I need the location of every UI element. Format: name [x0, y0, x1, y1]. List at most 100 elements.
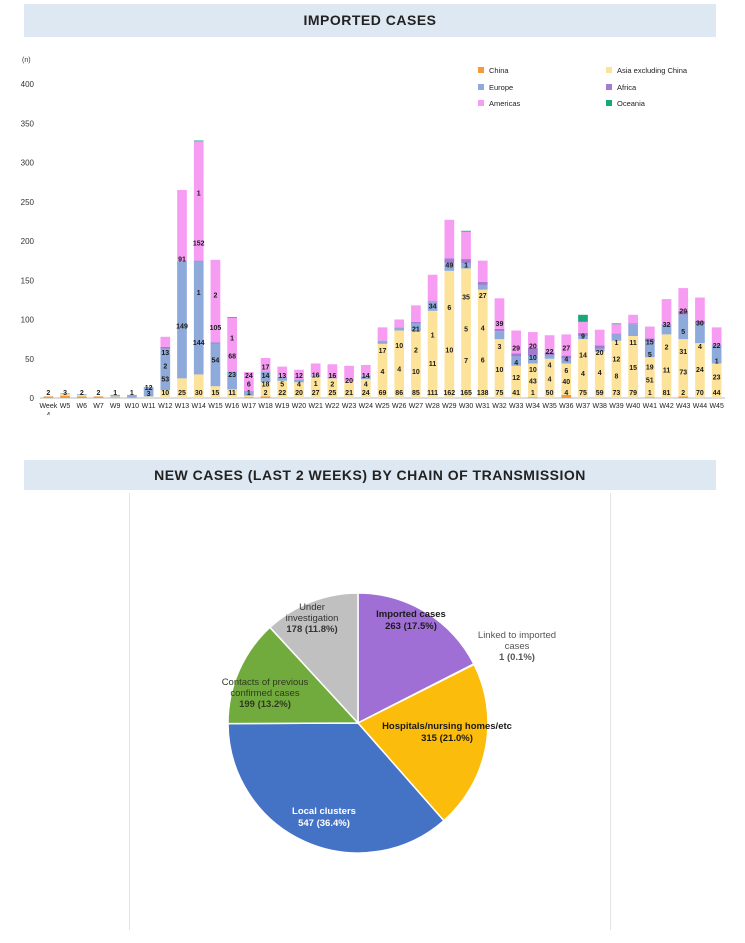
- bar-segment-china: [76, 396, 87, 398]
- bar-segment-americas: [310, 363, 321, 377]
- bar-data-label: 11: [429, 361, 437, 368]
- bar-segment-asia-excluding-china: [444, 270, 455, 398]
- bar-data-label: 19: [646, 365, 654, 372]
- x-tick-label: W39: [609, 403, 624, 410]
- bar-segment-asia-excluding-china: [661, 334, 672, 398]
- bar-data-label: 18: [262, 382, 270, 389]
- bar-data-label: 4: [297, 382, 301, 389]
- bar-segment-europe: [377, 340, 388, 344]
- x-tick-label: W36: [559, 403, 574, 410]
- bar-data-label: 15: [646, 339, 654, 346]
- x-tick-label: W37: [576, 403, 591, 410]
- bar-data-label: 12: [295, 373, 303, 380]
- chain-of-transmission-title: NEW CASES (LAST 2 WEEKS) BY CHAIN OF TRA…: [24, 460, 716, 490]
- bar-data-label: 81: [663, 390, 671, 397]
- y-tick-label: 0: [30, 394, 35, 403]
- bar-data-label: 22: [546, 349, 554, 356]
- bar-data-label: 2: [213, 292, 217, 299]
- bar-segment-asia-excluding-china: [210, 386, 221, 398]
- bar-data-label: 16: [328, 373, 336, 380]
- bar-segment-europe: [127, 394, 137, 398]
- bar-data-label: 14: [579, 352, 587, 359]
- bar-data-label: 11: [629, 340, 637, 347]
- bar-data-label: 165: [460, 390, 472, 397]
- bar-segment-americas: [661, 299, 672, 325]
- bar-data-label: 70: [696, 390, 704, 397]
- bar-segment-china: [127, 397, 137, 398]
- bar-segment-oceania: [578, 314, 588, 322]
- bar-data-label: 24: [245, 373, 253, 380]
- bar-segment-europe: [644, 342, 655, 358]
- pie-slice-contacts-of-previous-confirmed-cases: [227, 626, 360, 725]
- bar-data-label: 4: [481, 325, 485, 332]
- bar-data-label: 4: [397, 367, 401, 374]
- bar-segment-americas: [511, 330, 522, 354]
- bar-segment-china: [243, 397, 254, 398]
- x-tick-label: W28: [425, 403, 440, 410]
- bar-segment-africa: [611, 333, 622, 335]
- bar-segment-europe: [578, 335, 588, 340]
- bar-segment-americas: [327, 364, 338, 377]
- x-tick-label: W10: [125, 403, 140, 410]
- bar-segment-asia-excluding-china: [544, 358, 555, 398]
- bar-data-label: 25: [328, 390, 336, 397]
- x-tick-label: W35: [542, 403, 557, 410]
- x-tick-label: W5: [60, 403, 71, 410]
- x-tick-label: W32: [492, 403, 507, 410]
- bar-data-label: 6: [481, 358, 485, 365]
- bar-segment-americas: [193, 141, 204, 261]
- bar-data-label: 2: [330, 381, 334, 388]
- bar-data-label: 10: [529, 367, 537, 374]
- bar-data-label: 5: [681, 329, 685, 336]
- bar-data-label: 73: [613, 390, 621, 397]
- bar-data-label: 1: [130, 390, 134, 397]
- bar-segment-americas: [160, 336, 171, 347]
- bar-segment-africa: [628, 323, 638, 325]
- bar-data-label: 4: [364, 382, 368, 389]
- bar-segment-africa: [160, 346, 171, 349]
- pie-slice-hospitals-nursing-homes-etc: [356, 663, 489, 822]
- bar-data-label: 12: [512, 375, 520, 382]
- pie-slice-imported-cases: [357, 592, 475, 725]
- pie-slice-value: 315 (21.0%): [421, 733, 473, 744]
- bar-data-label: 10: [395, 343, 403, 350]
- bar-data-label: 1: [648, 390, 652, 397]
- x-tick-label: W26: [392, 403, 407, 410]
- bar-data-label: 1: [197, 290, 201, 297]
- bar-segment-asia-excluding-china: [394, 330, 405, 398]
- bar-data-label: 162: [443, 390, 455, 397]
- bar-data-label: 10: [496, 367, 504, 374]
- legend-swatch: [606, 67, 612, 73]
- bar-data-label: 3: [497, 344, 501, 351]
- bar-data-label: 105: [210, 325, 222, 332]
- bar-segment-americas: [528, 332, 538, 348]
- bar-data-label: 13: [278, 373, 286, 380]
- bar-segment-asia-excluding-china: [528, 363, 538, 398]
- bar-data-label: 73: [679, 370, 687, 377]
- bar-data-label: 5: [464, 326, 468, 333]
- bar-data-label: 24: [362, 390, 370, 397]
- bar-data-label: 2: [414, 348, 418, 355]
- legend-label: Europe: [489, 83, 513, 92]
- pie-chart-frame: [129, 493, 611, 930]
- bar-segment-americas: [344, 365, 354, 382]
- bar-data-label: 21: [412, 327, 420, 334]
- x-tick-label: W17: [242, 403, 257, 410]
- x-tick-label: W11: [142, 403, 156, 410]
- pie-slice-label: Contacts of previous confirmed cases: [222, 677, 309, 699]
- bar-segment-asia-excluding-china: [193, 374, 204, 398]
- bar-segment-europe: [411, 323, 421, 332]
- bar-data-label: 43: [529, 378, 537, 385]
- bar-data-label: 5: [648, 352, 652, 359]
- bar-data-label: 4: [381, 369, 385, 376]
- bar-segment-americas: [360, 365, 371, 377]
- bar-segment-europe: [594, 348, 605, 352]
- bar-data-label: 91: [178, 257, 186, 264]
- bar-segment-china: [93, 396, 104, 398]
- x-tick-label: W27: [409, 403, 424, 410]
- x-tick-label: W14: [192, 403, 207, 410]
- bar-segment-europe: [695, 324, 705, 344]
- bar-data-label: 2: [80, 390, 84, 397]
- x-tick-label: W40: [626, 403, 641, 410]
- bar-segment-asia-excluding-china: [711, 363, 722, 398]
